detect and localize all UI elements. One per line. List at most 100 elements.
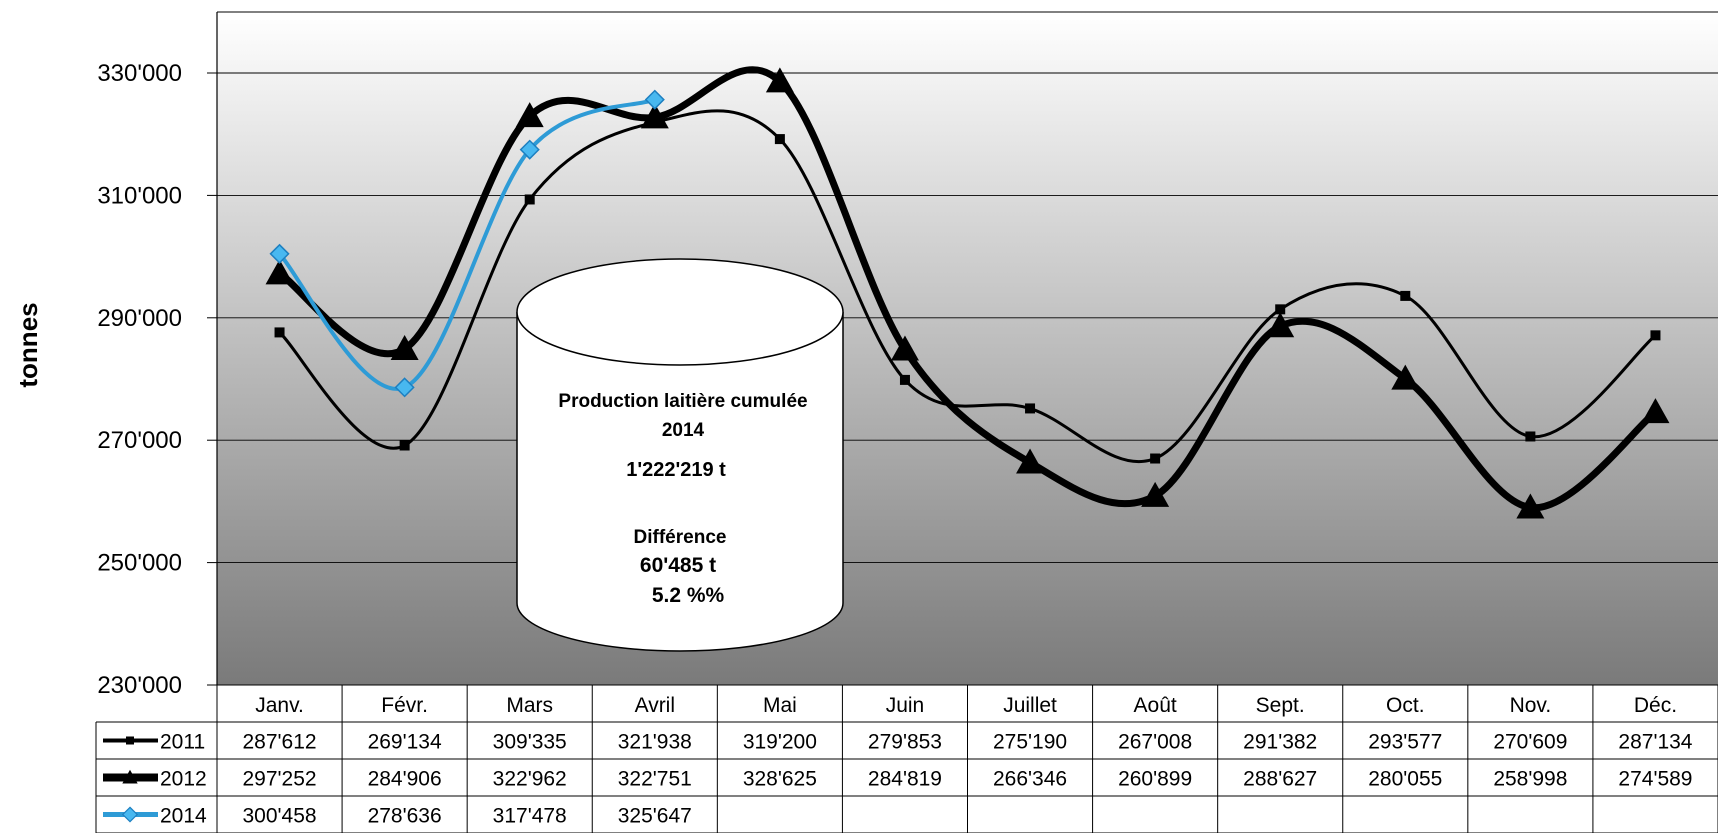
series-2014 (269, 89, 665, 398)
series-2012 (265, 66, 1670, 519)
data-point-2012 (515, 102, 544, 128)
x-tick-label: Juin (886, 694, 925, 717)
data-point-2014 (269, 243, 290, 264)
callout-diff-value: 60'485 t (640, 554, 716, 577)
x-tick-label: Août (1134, 694, 1177, 717)
data-label: 280'055 (1368, 768, 1442, 791)
data-point-2012 (1016, 448, 1045, 474)
data-label: 322'751 (618, 768, 692, 791)
y-tick-label: 230'000 (97, 672, 182, 699)
data-point-2012 (640, 103, 669, 129)
data-point-2011 (399, 440, 410, 451)
callout-total: 1'222'219 t (626, 459, 726, 481)
plot-area (217, 12, 1718, 685)
data-point-2014 (394, 377, 415, 398)
series-layer (265, 66, 1670, 519)
data-point-2014 (644, 89, 665, 110)
data-label: 260'899 (1118, 768, 1192, 791)
y-tick-label: 330'000 (97, 60, 182, 87)
table-row-2014: 2014 300'458 278'636 317'478 325'647 (103, 805, 692, 828)
data-label: 321'938 (618, 731, 692, 754)
data-label: 279'853 (868, 731, 942, 754)
x-tick-label: Juillet (1003, 694, 1057, 717)
data-label: 300'458 (242, 805, 316, 828)
data-label: 267'008 (1118, 731, 1192, 754)
data-point-2011 (1650, 330, 1661, 341)
data-label: 269'134 (368, 731, 442, 754)
data-label: 274'589 (1618, 768, 1692, 791)
x-tick-label: Déc. (1634, 694, 1677, 717)
series-2011 (274, 109, 1661, 464)
data-label: 287'134 (1618, 731, 1692, 754)
data-point-2012 (1141, 481, 1170, 507)
callout-diff-label: Différence (634, 527, 727, 548)
legend-label: 2011 (160, 731, 205, 754)
data-label: 293'577 (1368, 731, 1442, 754)
x-tick-label: Mai (763, 694, 797, 717)
data-label: 266'346 (993, 768, 1067, 791)
data-point-2011 (1400, 290, 1411, 301)
series-line-2014 (278, 97, 656, 391)
data-label: 322'962 (493, 768, 567, 791)
data-point-2011 (274, 327, 285, 338)
data-label: 291'382 (1243, 731, 1317, 754)
x-tick-label: Oct. (1386, 694, 1425, 717)
data-point-2012 (1641, 398, 1670, 424)
data-point-2011 (1275, 304, 1286, 315)
x-tick-label: Avril (635, 694, 675, 717)
x-tick-label: Mars (506, 694, 553, 717)
data-label: 258'998 (1493, 768, 1567, 791)
data-point-2011 (899, 374, 910, 385)
data-point-2011 (1025, 403, 1036, 414)
data-label: 309'335 (493, 731, 567, 754)
data-label: 287'612 (242, 731, 316, 754)
data-label: 288'627 (1243, 768, 1317, 791)
y-axis-label: tonnes (13, 302, 43, 387)
data-label: 317'478 (493, 805, 567, 828)
legend-marker-2011 (126, 736, 134, 745)
y-tick-label: 250'000 (97, 550, 182, 577)
y-tick-labels: 230'000 250'000 270'000 290'000 310'000 330'0… (97, 60, 182, 699)
data-point-2012 (765, 67, 794, 93)
legend-marker-2014 (121, 806, 139, 823)
y-tick-label: 290'000 (97, 305, 182, 332)
callout-title-line1: Production laitière cumulée (558, 391, 807, 412)
data-point-2012 (1516, 493, 1545, 519)
data-label: 270'609 (1493, 731, 1567, 754)
data-label: 284'906 (368, 768, 442, 791)
data-label: 278'636 (368, 805, 442, 828)
data-label: 328'625 (743, 768, 817, 791)
y-tick-label: 270'000 (97, 427, 182, 454)
data-point-2011 (1525, 431, 1536, 442)
data-point-2012 (1391, 364, 1420, 390)
y-tick-label: 310'000 (97, 182, 182, 209)
data-point-2012 (265, 259, 294, 285)
cumulative-production-callout: Production laitière cumulée 2014 1'222'2… (516, 258, 844, 652)
legend-label: 2012 (160, 768, 207, 791)
data-point-2011 (774, 134, 785, 145)
series-line-2011 (278, 109, 1657, 464)
x-tick-label: Nov. (1510, 694, 1552, 717)
data-label: 284'819 (868, 768, 942, 791)
gridlines (207, 72, 1718, 686)
cylinder-body (516, 312, 844, 652)
data-label: 325'647 (618, 805, 692, 828)
table-row-2012: 2012 297'252 284'906 322'962 322'751 328'625 2… (103, 768, 1693, 791)
data-point-2012 (890, 335, 919, 361)
data-point-2011 (524, 194, 535, 205)
callout-diff-pct: 5.2 %% (652, 584, 725, 607)
data-table: Janv. Févr. Mars Avril Mai Juin Juillet Août Sep… (95, 684, 1718, 833)
legend-label: 2014 (160, 805, 207, 828)
data-point-2014 (519, 139, 540, 160)
data-point-2011 (1150, 453, 1161, 464)
data-point-2012 (1266, 312, 1295, 338)
callout-title-line2: 2014 (662, 420, 705, 441)
data-point-2012 (390, 334, 419, 360)
table-row-2011: 2011 287'612 269'134 309'335 321'938 319'200 2… (103, 731, 1693, 754)
data-label: 319'200 (743, 731, 817, 754)
x-tick-label: Févr. (381, 694, 428, 717)
cylinder-top (516, 258, 844, 366)
data-label: 297'252 (242, 768, 316, 791)
legend-marker-2012 (122, 769, 138, 784)
